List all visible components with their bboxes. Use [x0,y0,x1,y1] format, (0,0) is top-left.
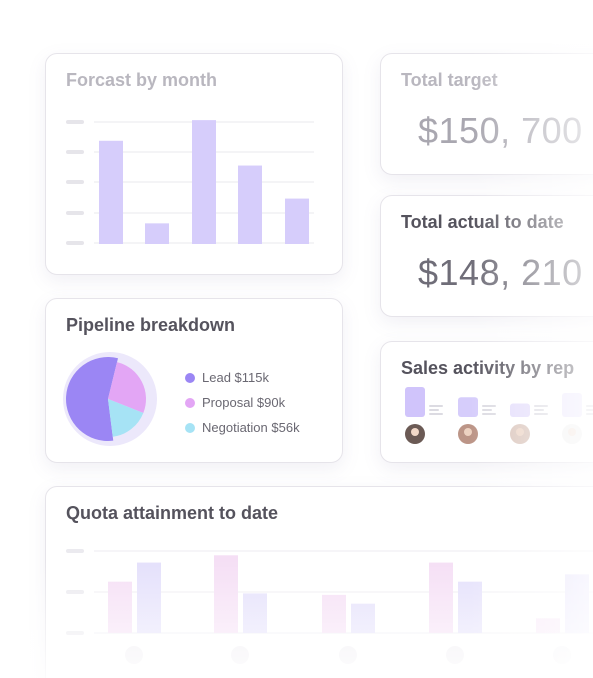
sales-rep-bar [562,393,582,417]
quota-tick [66,549,84,553]
legend-item-lead: Lead $115k [185,365,300,390]
legend-label-lead: Lead $115k [202,370,269,385]
pipeline-legend: Lead $115k Proposal $90k Negotiation $56… [185,365,300,440]
forecast-tick [66,241,84,245]
sales-rep-line [482,409,492,411]
pie-slice-proposal [108,362,146,414]
quota-tick [66,631,84,635]
pipeline-pie-chart [63,352,157,446]
legend-dot-lead [185,372,195,383]
quota-bar [458,581,482,633]
quota-avatar [231,646,249,664]
sales-rep-line [534,413,548,415]
quota-avatar [446,646,464,664]
sales-rep-line [482,413,496,415]
sales-rep-line [586,413,593,415]
sales-rep-line [482,405,496,407]
quota-avatar [553,646,571,664]
sales-activity-chart [405,387,593,444]
quota-avatar [339,646,357,664]
forecast-tick [66,211,84,215]
total-actual-card: Total actual to date $148, 210 [380,195,593,317]
avatar-face [568,428,576,436]
pie-slice-lead [66,357,118,441]
avatar-face [411,428,419,436]
avatar-face [464,428,472,436]
sales-rep-bar [458,397,478,417]
quota-bar [108,581,132,633]
quota-tick [66,590,84,594]
sales-activity-card: Sales activity by rep [380,341,593,463]
quota-chart [66,549,593,664]
total-target-title: Total target [401,70,498,90]
legend-label-negotiation: Negotiation $56k [202,420,300,435]
total-actual-title: Total actual to date [401,212,564,232]
sales-rep-line [429,413,443,415]
pipeline-title: Pipeline breakdown [66,315,236,335]
total-actual-value: $148, 210 [418,252,583,293]
legend-item-negotiation: Negotiation $56k [185,415,300,440]
quota-card: Quota attainment to date [45,486,593,678]
forecast-tick [66,120,84,124]
quota-bar [536,618,560,633]
sales-rep-line [534,405,548,407]
quota-bar [214,555,238,633]
legend-label-proposal: Proposal $90k [202,395,286,410]
quota-avatar [125,646,143,664]
sales-rep-line [429,405,443,407]
sales-rep-line [429,409,439,411]
forecast-tick [66,180,84,184]
forecast-chart [66,120,314,245]
forecast-tick [66,150,84,154]
quota-bar [137,562,161,633]
quota-bar [322,594,346,633]
quota-title: Quota attainment to date [66,503,279,523]
total-target-value: $150, 700 [418,110,583,151]
sales-rep-bar [510,403,530,417]
forecast-card: Forcast by month [45,53,343,275]
legend-dot-negotiation [185,422,195,433]
sales-rep-bar [405,387,425,417]
pie-slice-negotiation [108,399,144,437]
forecast-bar [192,120,216,244]
total-target-card: Total target $150, 700 [380,53,593,175]
forecast-bar [145,223,169,244]
quota-bar [565,574,589,633]
pipeline-card: Pipeline breakdown Lead $115k Proposal $… [45,298,343,463]
quota-bar [429,562,453,633]
sales-rep-line [586,405,593,407]
legend-dot-proposal [185,397,195,408]
forecast-bar [238,165,262,244]
quota-bar [243,593,267,633]
forecast-bar [285,198,309,244]
forecast-title: Forcast by month [66,70,218,90]
avatar-face [516,428,524,436]
forecast-bar [99,140,123,244]
legend-item-proposal: Proposal $90k [185,390,300,415]
sales-rep-line [534,409,544,411]
sales-rep-line [586,409,593,411]
quota-bar [351,603,375,633]
